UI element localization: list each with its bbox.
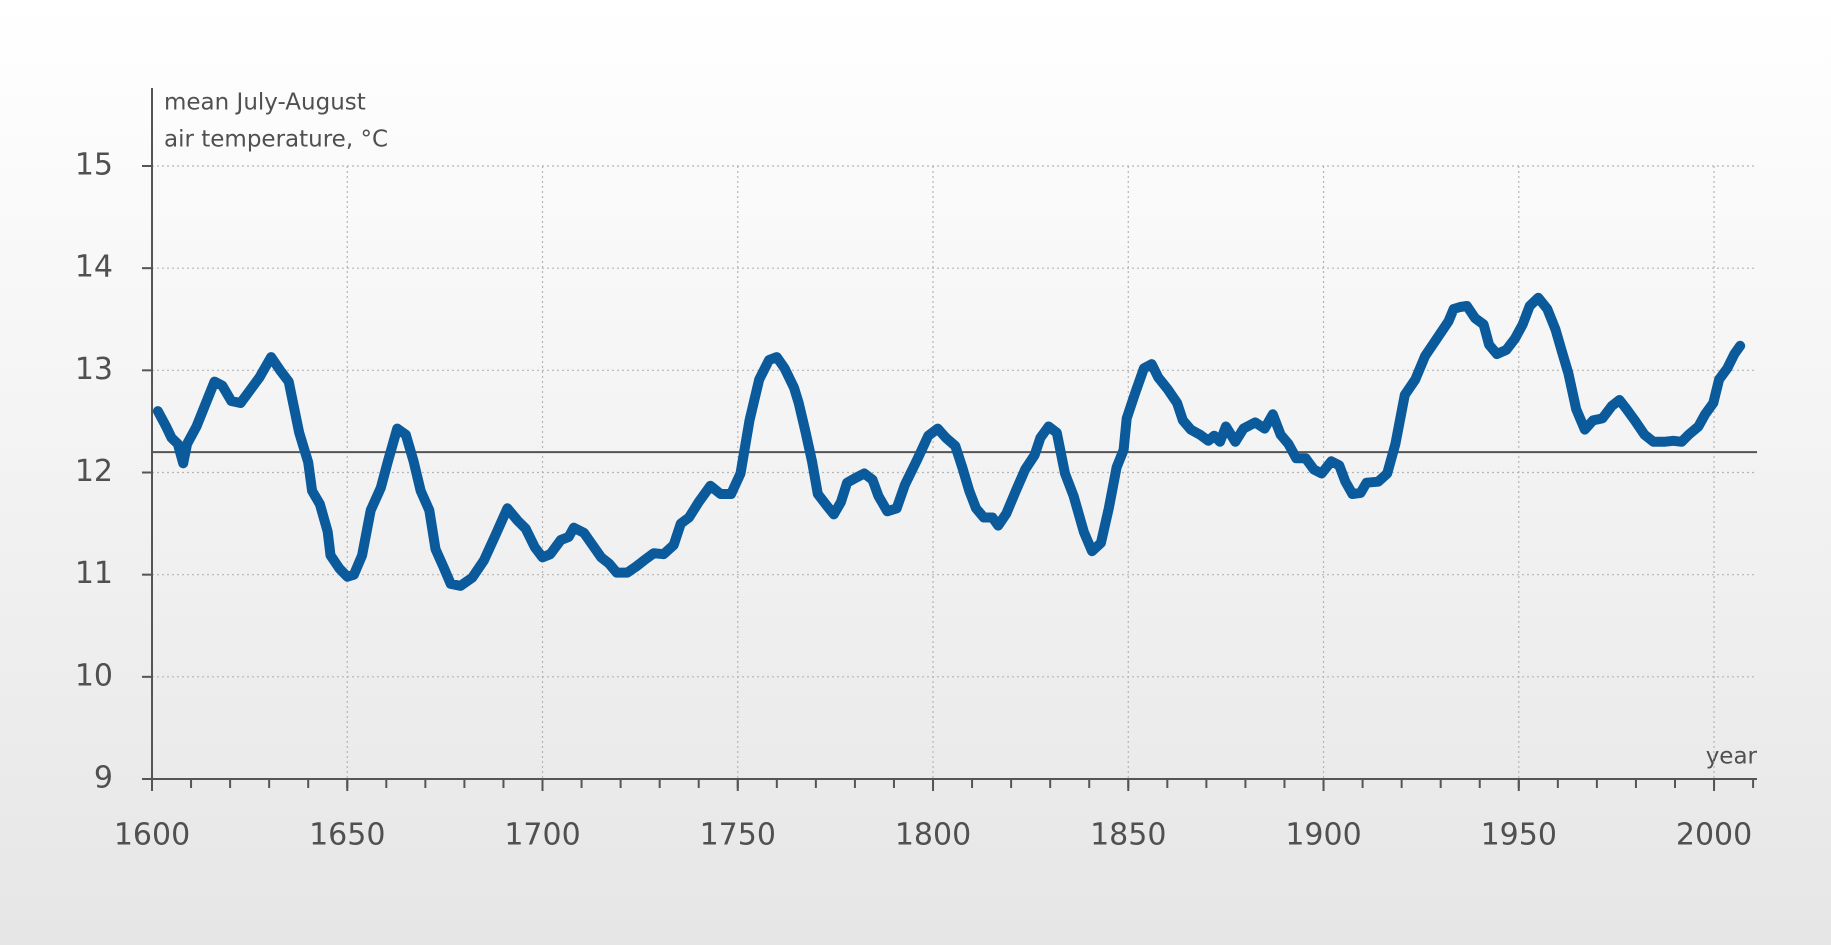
y-tick-label: 10 (75, 658, 113, 693)
x-tick-label: 1850 (1090, 818, 1166, 853)
y-tick-label: 11 (75, 556, 113, 591)
y-tick-label: 14 (75, 250, 113, 285)
x-tick-label: 1650 (309, 818, 385, 853)
x-tick-label: 1600 (114, 818, 190, 853)
x-tick-label: 1900 (1285, 818, 1361, 853)
x-tick-label: 2000 (1676, 818, 1752, 853)
y-tick-label: 9 (94, 761, 113, 796)
x-tick-label: 1950 (1481, 818, 1557, 853)
x-tick-label: 1750 (700, 818, 776, 853)
y-tick-label: 13 (75, 352, 113, 387)
data-line (152, 292, 1746, 591)
x-tick-label: 1800 (895, 818, 971, 853)
y-tick-label: 12 (75, 454, 113, 489)
y-tick-label: 15 (75, 148, 113, 183)
y-axis-label: mean July-August (164, 90, 366, 116)
y-axis-label: air temperature, °C (164, 127, 388, 153)
x-tick-label: 1700 (504, 818, 580, 853)
